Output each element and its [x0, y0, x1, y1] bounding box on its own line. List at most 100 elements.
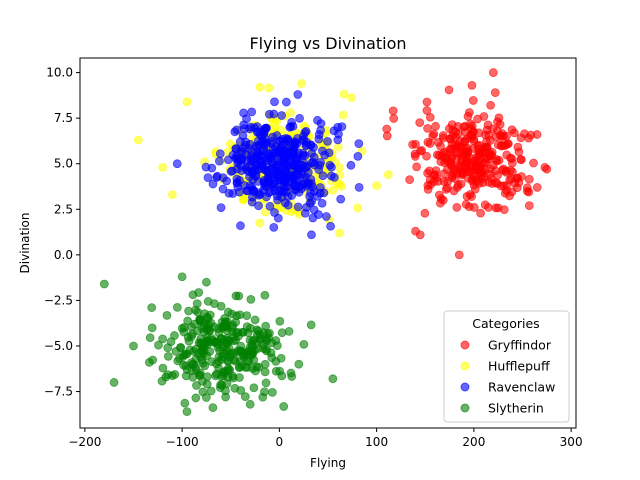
scatter-point: [247, 166, 257, 176]
scatter-point: [476, 160, 486, 170]
scatter-point: [244, 356, 253, 366]
scatter-point: [326, 221, 336, 231]
scatter-point: [423, 168, 433, 178]
scatter-point: [145, 333, 155, 343]
scatter-point: [133, 135, 143, 145]
scatter-point: [435, 198, 445, 208]
x-tick-label: −100: [166, 435, 199, 449]
scatter-point: [221, 317, 231, 327]
scatter-point: [234, 187, 244, 197]
scatter-point: [260, 367, 270, 377]
x-axis-ticks: −200 −100 0 100 200 300: [68, 428, 583, 449]
scatter-point: [177, 272, 187, 282]
scatter-point: [254, 201, 263, 211]
scatter-point: [300, 208, 310, 218]
scatter-point: [455, 137, 465, 146]
scatter-point: [291, 181, 300, 191]
scatter-point: [456, 179, 466, 189]
scatter-point: [220, 341, 229, 351]
scatter-point: [494, 155, 504, 165]
scatter-point: [234, 373, 244, 382]
scatter-point: [236, 221, 245, 231]
scatter-point: [467, 80, 477, 90]
scatter-point: [182, 407, 192, 417]
scatter-point: [271, 366, 281, 376]
scatter-point: [517, 172, 526, 181]
scatter-point: [129, 341, 138, 351]
scatter-point: [231, 317, 241, 327]
scatter-point: [251, 366, 260, 376]
scatter-point: [285, 122, 295, 132]
scatter-point: [490, 88, 500, 98]
scatter-point: [245, 399, 255, 409]
scatter-point: [293, 90, 303, 99]
scatter-point: [542, 164, 552, 174]
y-tick-label: −5.0: [44, 339, 73, 353]
scatter-point: [429, 177, 439, 187]
scatter-point: [277, 111, 287, 120]
y-tick-label: −2.5: [44, 293, 73, 307]
scatter-point: [297, 79, 307, 88]
scatter-point: [314, 165, 324, 174]
scatter-point: [422, 151, 431, 161]
scatter-point: [109, 378, 119, 387]
scatter-point: [262, 344, 271, 354]
scatter-point: [529, 158, 538, 168]
scatter-point: [255, 218, 265, 228]
y-tick-label: 2.5: [54, 202, 73, 216]
scatter-point: [522, 183, 532, 193]
legend-marker: [460, 340, 470, 350]
scatter-point: [208, 335, 218, 345]
y-axis-ticks: −7.5 −5.0 −2.5 0.0 2.5 5.0 7.5 10.0: [44, 66, 80, 399]
scatter-point: [245, 124, 255, 134]
scatter-point: [445, 145, 455, 154]
scatter-point: [248, 157, 258, 167]
scatter-point: [422, 106, 432, 115]
scatter-point: [260, 133, 270, 143]
scatter-point: [487, 150, 497, 160]
scatter-point: [208, 403, 218, 413]
scatter-point: [212, 171, 222, 181]
scatter-point: [234, 362, 244, 372]
scatter-point: [474, 128, 484, 138]
x-tick-label: 300: [560, 435, 583, 449]
scatter-point: [318, 171, 328, 181]
scatter-point: [295, 113, 304, 123]
scatter-point: [264, 83, 274, 93]
scatter-point: [328, 185, 338, 195]
scatter-point: [187, 366, 197, 376]
scatter-point: [464, 202, 474, 212]
scatter-point: [500, 188, 510, 198]
legend-marker: [460, 382, 470, 392]
scatter-point: [439, 169, 449, 179]
scatter-point: [267, 139, 277, 149]
scatter-point: [281, 140, 291, 149]
scatter-point: [307, 197, 317, 206]
scatter-point: [148, 355, 158, 365]
scatter-point: [420, 208, 430, 218]
scatter-point: [224, 188, 234, 198]
scatter-point: [313, 115, 322, 125]
scatter-point: [230, 127, 240, 137]
legend-marker: [460, 403, 470, 413]
x-tick-label: 100: [365, 435, 388, 449]
scatter-point: [309, 142, 318, 152]
scatter-point: [277, 371, 287, 381]
scatter-point: [452, 202, 462, 212]
scatter-point: [509, 128, 519, 138]
scatter-point: [218, 352, 228, 361]
scatter-point: [287, 372, 297, 381]
scatter-point: [301, 181, 311, 191]
x-tick-label: −200: [68, 435, 101, 449]
scatter-point: [223, 307, 233, 317]
scatter-point: [236, 385, 246, 395]
legend-item-gryffindor: Gryffindor: [460, 338, 552, 353]
scatter-point: [270, 97, 279, 107]
scatter-point: [491, 132, 501, 142]
scatter-point: [389, 114, 399, 123]
scatter-point: [253, 127, 263, 137]
scatter-point: [232, 178, 242, 188]
scatter-point: [422, 97, 432, 107]
scatter-point: [272, 341, 282, 351]
